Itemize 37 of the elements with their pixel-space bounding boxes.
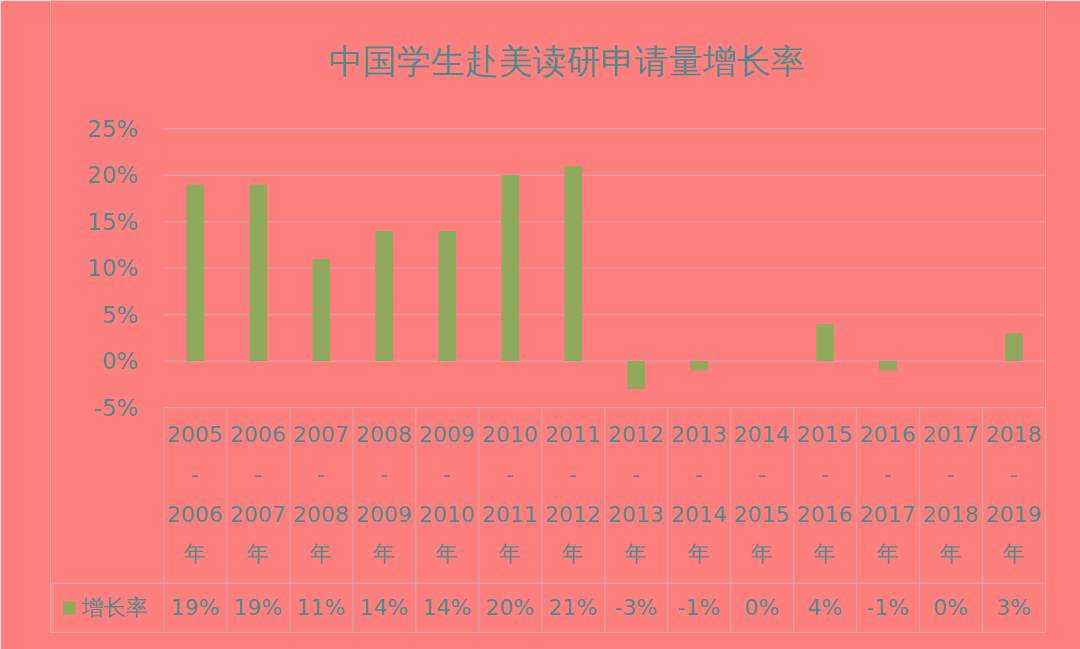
data-label: 14% — [359, 595, 409, 621]
x-tick-label: 2013-2014年 — [671, 421, 728, 566]
y-tick-label: 5% — [102, 301, 139, 328]
data-label: 21% — [548, 595, 598, 621]
x-tick-label: 2012-2013年 — [608, 421, 665, 566]
data-label: -1% — [866, 595, 910, 621]
x-tick-label: 2018-2019年 — [986, 421, 1043, 566]
x-tick-label: 2005-2006年 — [167, 421, 224, 566]
x-tick-label: 2007-2008年 — [293, 421, 350, 566]
x-tick-label: 2015-2016年 — [797, 421, 854, 566]
x-tick-label: 2009-2010年 — [419, 421, 476, 566]
data-label: -3% — [614, 595, 658, 621]
y-tick-label: 25% — [87, 115, 139, 142]
data-label: 19% — [233, 595, 283, 621]
y-tick-label: 10% — [87, 255, 139, 282]
data-label: 0% — [744, 595, 780, 621]
data-label: 14% — [422, 595, 472, 621]
data-label: 19% — [170, 595, 220, 621]
data-label: 4% — [807, 595, 843, 621]
x-tick-label: 2006-2007年 — [230, 421, 287, 566]
data-label: -1% — [677, 595, 721, 621]
x-tick-label: 2008-2009年 — [356, 421, 413, 566]
data-label: 3% — [996, 595, 1032, 621]
x-tick-label: 2011-2012年 — [545, 421, 602, 566]
x-tick-label: 2016-2017年 — [860, 421, 917, 566]
x-tick-label: 2010-2011年 — [482, 421, 539, 566]
data-label: 0% — [933, 595, 969, 621]
chart-title: 中国学生赴美读研申请量增长率 — [328, 40, 805, 81]
x-tick-label: 2014-2015年 — [734, 421, 791, 566]
legend-label: 增长率 — [80, 595, 148, 621]
x-tick-label: 2017-2018年 — [923, 421, 980, 566]
y-tick-label: 15% — [87, 208, 139, 235]
y-tick-label: 0% — [102, 348, 139, 375]
data-label: 11% — [296, 595, 346, 621]
data-label: 20% — [485, 595, 535, 621]
y-tick-label: 20% — [87, 162, 139, 189]
y-tick-label: -5% — [93, 394, 139, 421]
